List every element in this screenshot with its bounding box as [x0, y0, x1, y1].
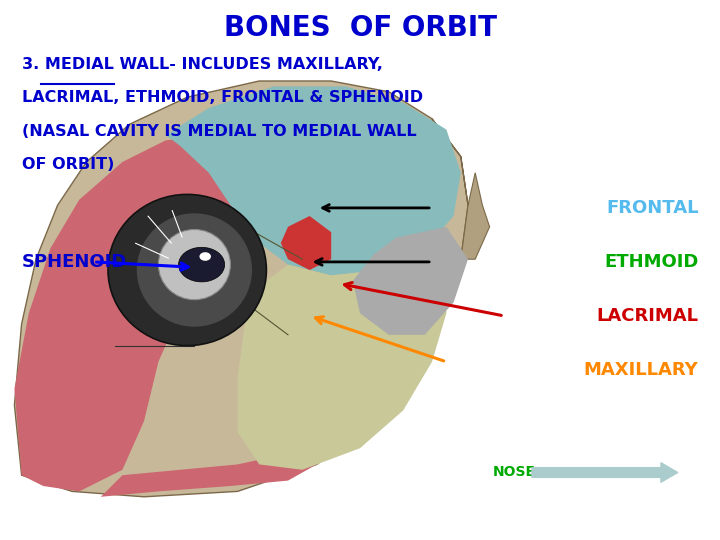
Circle shape — [179, 247, 225, 282]
Polygon shape — [14, 81, 468, 497]
Text: (NASAL CAVITY IS MEDIAL TO MEDIAL WALL: (NASAL CAVITY IS MEDIAL TO MEDIAL WALL — [22, 124, 416, 139]
Text: LACRIMAL: LACRIMAL — [596, 307, 698, 325]
Polygon shape — [101, 454, 317, 497]
Text: 3. MEDIAL WALL- INCLUDES MAXILLARY,: 3. MEDIAL WALL- INCLUDES MAXILLARY, — [22, 57, 382, 72]
Text: LACRIMAL, ETHMOID, FRONTAL & SPHENOID: LACRIMAL, ETHMOID, FRONTAL & SPHENOID — [22, 90, 423, 105]
Text: BONES  OF ORBIT: BONES OF ORBIT — [223, 14, 497, 42]
Text: OF ORBIT): OF ORBIT) — [22, 157, 114, 172]
Polygon shape — [353, 227, 468, 335]
Circle shape — [199, 252, 211, 261]
Polygon shape — [281, 216, 331, 270]
Polygon shape — [166, 86, 461, 275]
Text: ETHMOID: ETHMOID — [604, 253, 698, 271]
Text: NOSE: NOSE — [493, 465, 536, 480]
Polygon shape — [432, 119, 490, 259]
Text: MAXILLARY: MAXILLARY — [584, 361, 698, 379]
Ellipse shape — [108, 194, 266, 346]
Text: FRONTAL: FRONTAL — [606, 199, 698, 217]
Polygon shape — [14, 135, 252, 491]
Text: SPHENOID: SPHENOID — [22, 253, 127, 271]
Polygon shape — [238, 248, 446, 470]
FancyArrowPatch shape — [532, 463, 678, 482]
Ellipse shape — [158, 230, 230, 300]
Ellipse shape — [137, 213, 252, 327]
